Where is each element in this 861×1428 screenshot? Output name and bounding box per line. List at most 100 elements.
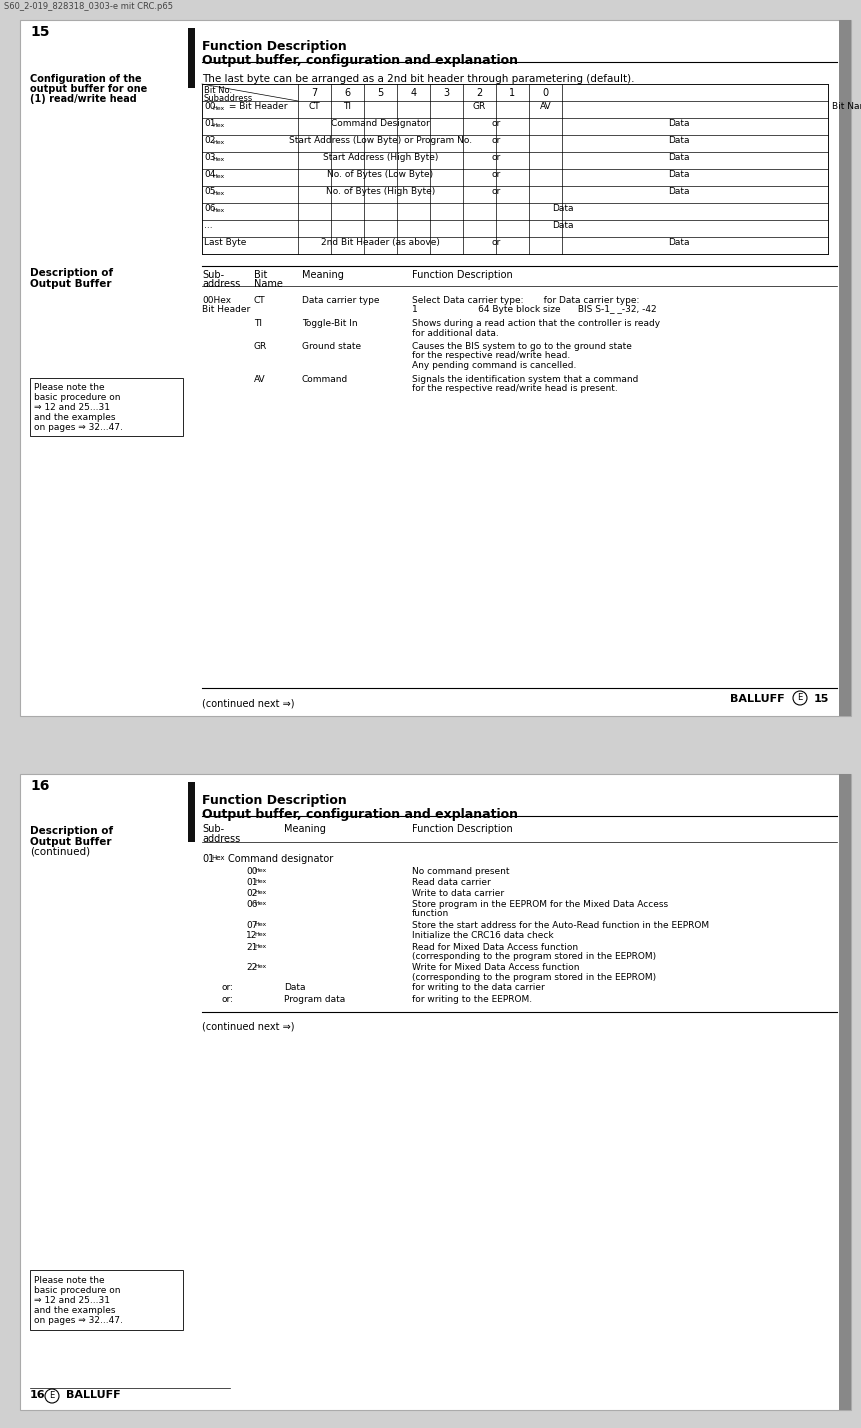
Text: 01: 01 <box>246 878 257 887</box>
Text: GR: GR <box>254 341 267 351</box>
Text: Data: Data <box>668 119 690 129</box>
Text: on pages ⇒ 32...47.: on pages ⇒ 32...47. <box>34 1317 123 1325</box>
Text: 06: 06 <box>246 900 257 910</box>
Text: Bit: Bit <box>254 270 268 280</box>
Text: or: or <box>492 187 500 196</box>
Text: address: address <box>202 278 240 288</box>
Text: Hex: Hex <box>212 157 224 161</box>
Text: 07: 07 <box>246 921 257 930</box>
Text: Causes the BIS system to go to the ground state: Causes the BIS system to go to the groun… <box>412 341 632 351</box>
Text: Sub-: Sub- <box>202 270 224 280</box>
Text: Hex: Hex <box>254 880 267 884</box>
Text: Shows during a read action that the controller is ready: Shows during a read action that the cont… <box>412 318 660 328</box>
Text: BALLUFF: BALLUFF <box>66 1389 121 1399</box>
Text: 00: 00 <box>246 867 257 875</box>
Text: Start Address (High Byte): Start Address (High Byte) <box>323 153 438 161</box>
Text: 00: 00 <box>204 101 215 111</box>
Text: 21: 21 <box>246 942 257 951</box>
Text: Data: Data <box>552 204 573 213</box>
Text: Hex: Hex <box>254 868 267 873</box>
Text: Toggle-Bit In: Toggle-Bit In <box>302 318 357 328</box>
Text: (1) read/write head: (1) read/write head <box>30 94 137 104</box>
Text: Description of: Description of <box>30 268 113 278</box>
Text: Data: Data <box>668 170 690 178</box>
Text: 16: 16 <box>30 780 49 793</box>
Text: Write for Mixed Data Access function: Write for Mixed Data Access function <box>412 962 579 972</box>
Text: 16: 16 <box>30 1389 46 1399</box>
Text: or:: or: <box>222 994 234 1004</box>
Text: Program data: Program data <box>284 994 345 1004</box>
Text: for writing to the data carrier: for writing to the data carrier <box>412 984 545 992</box>
Text: and the examples: and the examples <box>34 414 115 423</box>
Text: (corresponding to the program stored in the EEPROM): (corresponding to the program stored in … <box>412 952 656 961</box>
Text: 15: 15 <box>30 26 49 39</box>
Text: Last Byte: Last Byte <box>204 238 246 247</box>
Text: Select Data carrier type:       for Data carrier type:: Select Data carrier type: for Data carri… <box>412 296 640 306</box>
Text: GR: GR <box>473 101 486 111</box>
Text: Signals the identification system that a command: Signals the identification system that a… <box>412 374 638 384</box>
Text: basic procedure on: basic procedure on <box>34 394 121 403</box>
Text: or: or <box>492 153 500 161</box>
Text: Hex: Hex <box>212 140 224 146</box>
Text: Hex: Hex <box>254 932 267 938</box>
Text: 15: 15 <box>814 694 829 704</box>
Text: or: or <box>492 170 500 178</box>
Text: Ground state: Ground state <box>302 341 361 351</box>
Text: Hex: Hex <box>211 855 225 861</box>
Text: Function Description: Function Description <box>412 270 513 280</box>
Text: Hex: Hex <box>254 890 267 895</box>
Bar <box>30 1269 183 1329</box>
Bar <box>839 774 851 1409</box>
Text: Function Description: Function Description <box>412 824 513 834</box>
Text: address: address <box>202 834 240 844</box>
Text: Command Designator: Command Designator <box>331 119 430 129</box>
Text: TI: TI <box>344 101 351 111</box>
Text: Write to data carrier: Write to data carrier <box>412 890 505 898</box>
Text: Read data carrier: Read data carrier <box>412 878 491 887</box>
Text: Name: Name <box>254 278 283 288</box>
Text: or: or <box>492 238 500 247</box>
Text: 01: 01 <box>202 854 214 864</box>
Text: The last byte can be arranged as a 2nd bit header through parametering (default): The last byte can be arranged as a 2nd b… <box>202 74 635 84</box>
Text: Output Buffer: Output Buffer <box>30 837 112 847</box>
Text: for additional data.: for additional data. <box>412 328 499 337</box>
Text: 2nd Bit Header (as above): 2nd Bit Header (as above) <box>321 238 440 247</box>
Text: Function Description: Function Description <box>202 794 347 807</box>
Text: CT: CT <box>254 296 266 306</box>
Text: AV: AV <box>254 374 266 384</box>
Text: Data carrier type: Data carrier type <box>302 296 380 306</box>
Text: Hex: Hex <box>212 106 224 111</box>
Text: 03: 03 <box>204 153 215 161</box>
Text: Output buffer, configuration and explanation: Output buffer, configuration and explana… <box>202 808 518 821</box>
Text: Hex: Hex <box>212 191 224 196</box>
Text: 04: 04 <box>204 170 215 178</box>
Text: Store program in the EEPROM for the Mixed Data Access: Store program in the EEPROM for the Mixe… <box>412 900 668 910</box>
Text: 22: 22 <box>246 962 257 972</box>
Text: Data: Data <box>668 136 690 146</box>
Text: for the respective read/write head is present.: for the respective read/write head is pr… <box>412 384 617 393</box>
Text: ⇒ 12 and 25...31: ⇒ 12 and 25...31 <box>34 404 110 413</box>
Text: (continued): (continued) <box>30 847 90 857</box>
Text: TI: TI <box>254 318 262 328</box>
Text: Command designator: Command designator <box>228 854 333 864</box>
Text: Hex: Hex <box>254 944 267 948</box>
Text: No. of Bytes (Low Byte): No. of Bytes (Low Byte) <box>327 170 434 178</box>
Text: Command: Command <box>302 374 348 384</box>
Text: 00Hex: 00Hex <box>202 296 231 306</box>
Text: 2: 2 <box>476 87 483 97</box>
Text: Data: Data <box>668 187 690 196</box>
Text: Bit Header: Bit Header <box>202 306 251 314</box>
Text: S60_2-019_828318_0303-e mit CRC.p65: S60_2-019_828318_0303-e mit CRC.p65 <box>4 1 173 11</box>
Text: 0: 0 <box>542 87 548 97</box>
Text: function: function <box>412 910 449 918</box>
Text: or: or <box>492 119 500 129</box>
Text: Hex: Hex <box>254 901 267 905</box>
Text: on pages ⇒ 32...47.: on pages ⇒ 32...47. <box>34 424 123 433</box>
Bar <box>839 20 851 715</box>
Text: Output Buffer: Output Buffer <box>30 278 112 288</box>
Text: Data: Data <box>284 984 306 992</box>
Text: 1: 1 <box>510 87 516 97</box>
Text: Hex: Hex <box>254 964 267 970</box>
Text: Bit No.: Bit No. <box>204 86 232 96</box>
Text: basic procedure on: basic procedure on <box>34 1287 121 1295</box>
